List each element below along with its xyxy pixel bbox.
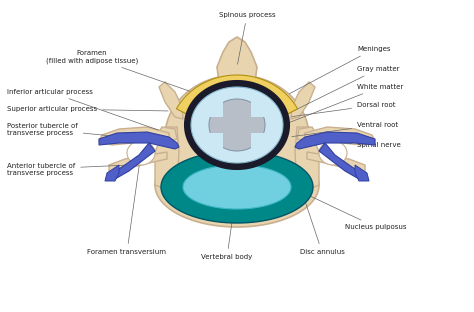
Polygon shape <box>161 151 313 223</box>
Text: Inferior articular process: Inferior articular process <box>7 89 158 130</box>
Polygon shape <box>307 152 365 172</box>
Text: Anterior tubercle of
transverse process: Anterior tubercle of transverse process <box>7 163 126 175</box>
Polygon shape <box>105 165 119 181</box>
Polygon shape <box>355 165 369 181</box>
Polygon shape <box>217 37 257 87</box>
Text: Disc annulus: Disc annulus <box>298 180 345 255</box>
Text: Nucleus pulposus: Nucleus pulposus <box>293 188 407 230</box>
Text: Superior articular process: Superior articular process <box>7 106 168 112</box>
Polygon shape <box>155 127 179 189</box>
Text: Ventral root: Ventral root <box>292 122 398 137</box>
Polygon shape <box>185 81 289 169</box>
Polygon shape <box>191 87 283 163</box>
Polygon shape <box>319 143 362 179</box>
Polygon shape <box>183 165 291 209</box>
Polygon shape <box>209 133 223 151</box>
Polygon shape <box>159 82 183 119</box>
Polygon shape <box>295 132 375 149</box>
Polygon shape <box>99 127 169 145</box>
Polygon shape <box>99 132 179 149</box>
Polygon shape <box>251 133 265 151</box>
Polygon shape <box>251 99 265 117</box>
Polygon shape <box>176 75 298 116</box>
Polygon shape <box>291 82 315 119</box>
Polygon shape <box>157 127 177 142</box>
Polygon shape <box>297 127 317 142</box>
Polygon shape <box>155 143 319 227</box>
Polygon shape <box>109 152 167 172</box>
Text: Foramen transversium: Foramen transversium <box>88 156 166 255</box>
Text: Meninges: Meninges <box>290 46 391 94</box>
Polygon shape <box>127 141 155 165</box>
Polygon shape <box>112 143 155 179</box>
Text: Spinal nerve: Spinal nerve <box>320 141 401 148</box>
Polygon shape <box>209 99 265 151</box>
Text: Posterior tubercle of
transverse process: Posterior tubercle of transverse process <box>7 123 119 137</box>
Polygon shape <box>319 141 347 165</box>
Text: Foramen
(filled with adipose tissue): Foramen (filled with adipose tissue) <box>46 50 190 91</box>
Polygon shape <box>209 99 223 117</box>
Text: Vertebral body: Vertebral body <box>201 190 253 260</box>
Text: Gray matter: Gray matter <box>267 66 400 124</box>
Text: Dorsal root: Dorsal root <box>292 102 395 117</box>
Text: White matter: White matter <box>286 84 403 124</box>
Polygon shape <box>305 127 375 145</box>
Text: Spinous process: Spinous process <box>219 12 275 64</box>
Polygon shape <box>165 75 309 199</box>
Polygon shape <box>295 127 319 189</box>
